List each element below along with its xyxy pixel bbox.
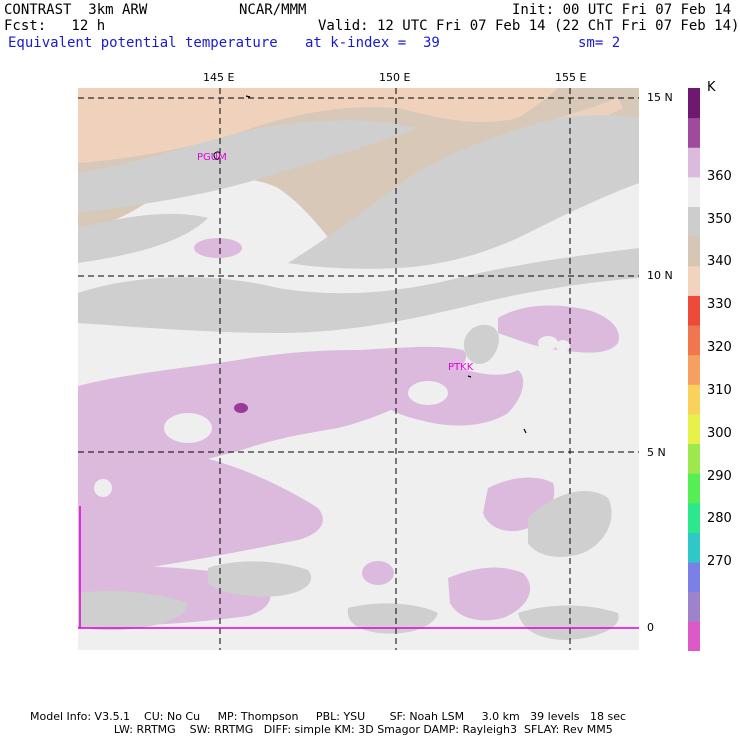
gray-patch-south-4 — [518, 605, 619, 640]
colorbar-swatch — [688, 443, 700, 474]
colorbar-tick-label: 280 — [707, 511, 732, 527]
gray-patch-south-2 — [208, 561, 312, 597]
lat-label-equator: 0 — [647, 621, 654, 634]
colorbar-tick-label: 340 — [707, 254, 732, 270]
colorbar-swatch — [688, 147, 700, 178]
colorbar-swatch — [688, 354, 700, 385]
colorbar-tick-label: 270 — [707, 554, 732, 570]
init-time: Init: 00 UTC Fri 07 Feb 14 — [512, 2, 732, 18]
valid-time: Valid: 12 UTC Fri 07 Feb 14 (22 ChT Fri … — [318, 18, 740, 34]
theta-e-maximum — [234, 403, 248, 413]
colorbar-tick-label: 320 — [707, 340, 732, 356]
level-label: at k-index = 39 — [305, 35, 440, 51]
white-hole-3 — [538, 336, 558, 350]
lat-label-15n: 15 N — [647, 91, 673, 104]
field-title: Equivalent potential temperature — [8, 35, 278, 51]
colorbar-tick-label: 350 — [707, 211, 732, 227]
lat-label-5n: 5 N — [647, 446, 666, 459]
lavender-patch-b — [362, 561, 394, 585]
gray-patch-northwest — [78, 213, 208, 263]
lavender-band-central — [78, 346, 467, 478]
colorbar-swatch — [688, 621, 700, 651]
colorbar-swatch — [688, 413, 700, 445]
smoothing-label: sm= 2 — [578, 35, 621, 51]
colorbar-unit: K — [707, 80, 716, 95]
colorbar-swatch — [688, 206, 700, 237]
colorbar-swatch — [688, 532, 700, 563]
lon-label-155: 155 E — [555, 71, 587, 84]
colorbar-swatch — [688, 325, 700, 356]
pohnpei-coastline — [523, 428, 527, 434]
colorbar-swatch — [688, 117, 700, 148]
gray-band-lower — [78, 248, 639, 333]
colorbar-swatch — [688, 591, 700, 622]
colorbar-tick-label: 330 — [707, 297, 732, 313]
colorbar-swatch — [688, 88, 700, 119]
colorbar-tick-label: 360 — [707, 168, 732, 184]
lat-lon-grid — [78, 88, 639, 650]
colorbar-tick-label: 300 — [707, 425, 732, 441]
chuuk-coastline — [467, 375, 472, 378]
lon-label-150: 150 E — [379, 71, 411, 84]
model-info-line2: LW: RRTMG SW: RRTMG DIFF: simple KM: 3D … — [30, 723, 613, 736]
colorbar-swatch — [688, 384, 700, 415]
white-hole-5 — [94, 479, 112, 497]
model-name: CONTRAST 3km ARW — [4, 2, 148, 18]
colorbar-swatch — [688, 236, 700, 267]
gray-band-upper — [78, 120, 418, 213]
guam-coastline — [213, 151, 221, 160]
center-name: NCAR/MMM — [239, 2, 307, 18]
colorbar — [688, 88, 700, 651]
white-hole-1 — [164, 413, 212, 443]
colorbar-swatch — [688, 265, 700, 296]
colorbar-swatch — [688, 295, 700, 326]
colorbar-tick-label: 290 — [707, 468, 732, 484]
model-info-line1: Model Info: V3.5.1 CU: No Cu MP: Thompso… — [30, 710, 627, 723]
station-label-ptkk: PTKK — [448, 362, 474, 373]
lon-label-145: 145 E — [203, 71, 235, 84]
colorbar-swatch — [688, 562, 700, 593]
colorbar-swatch — [688, 176, 700, 208]
lavender-patch-ne — [498, 305, 619, 353]
lavender-band-lower — [78, 451, 323, 574]
peach-region — [78, 88, 558, 163]
white-hole-4 — [556, 340, 570, 352]
station-label-pgum: PGUM — [197, 152, 227, 163]
equivalent-potential-temperature-map — [78, 88, 639, 650]
colorbar-tick-label: 310 — [707, 382, 732, 398]
forecast-hour: Fcst: 12 h — [4, 18, 106, 34]
gray-band-middle — [288, 115, 639, 269]
gray-patch-ne-ptkk — [463, 324, 499, 365]
gray-patch-south-3 — [347, 603, 438, 634]
gray-patch-equator — [78, 591, 188, 631]
lavender-patch-south — [448, 567, 531, 621]
white-hole-2 — [408, 381, 448, 405]
colorbar-swatch — [688, 502, 700, 533]
lat-label-10n: 10 N — [647, 269, 673, 282]
lavender-patch-a — [194, 238, 242, 258]
colorbar-swatch — [688, 473, 700, 504]
island-north — [245, 95, 251, 98]
